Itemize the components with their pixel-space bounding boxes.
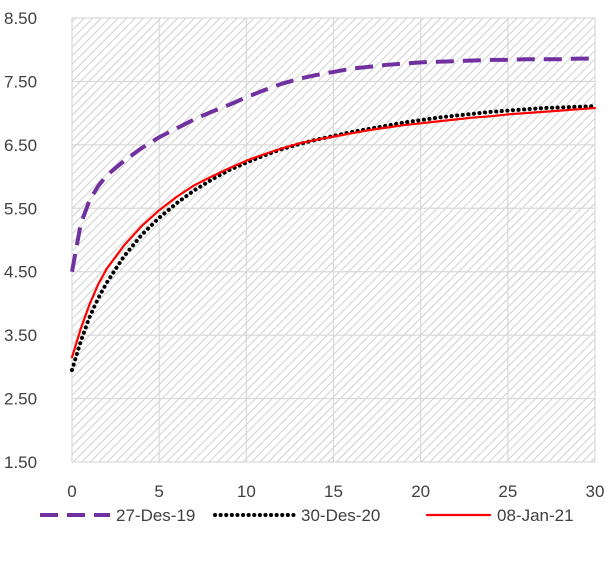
y-tick-label: 7.50 — [4, 72, 37, 91]
legend-item-2: 30-Des-20 — [213, 506, 380, 525]
axis-tick-labels: 1.50 2.50 3.50 4.50 5.50 6.50 7.50 8.50 0 5 10 15 20… — [4, 9, 604, 501]
y-tick-label: 3.50 — [4, 326, 37, 345]
x-tick-label: 20 — [411, 482, 430, 501]
y-tick-label: 6.50 — [4, 136, 37, 155]
y-tick-label: 2.50 — [4, 390, 37, 409]
series-line-3 — [70, 106, 597, 359]
y-tick-label: 4.50 — [4, 263, 37, 282]
data-series — [70, 56, 597, 373]
y-tick-label: 8.50 — [4, 9, 37, 28]
legend: 27-Des-19 30-Des-20 08-Jan-21 — [40, 506, 574, 525]
x-tick-label: 5 — [154, 482, 163, 501]
series-line-2 — [70, 104, 597, 373]
x-tick-label: 0 — [67, 482, 76, 501]
x-tick-label: 15 — [324, 482, 343, 501]
legend-label: 08-Jan-21 — [497, 506, 574, 525]
legend-label: 27-Des-19 — [116, 506, 195, 525]
legend-item-1: 27-Des-19 — [40, 506, 195, 525]
x-tick-label: 25 — [498, 482, 517, 501]
series-line-1 — [70, 56, 595, 273]
y-tick-label: 5.50 — [4, 199, 37, 218]
gridlines — [71, 17, 596, 463]
x-tick-label: 30 — [586, 482, 605, 501]
legend-item-3: 08-Jan-21 — [425, 506, 574, 525]
x-tick-label: 10 — [237, 482, 256, 501]
legend-label: 30-Des-20 — [301, 506, 380, 525]
y-tick-label: 1.50 — [4, 453, 37, 472]
